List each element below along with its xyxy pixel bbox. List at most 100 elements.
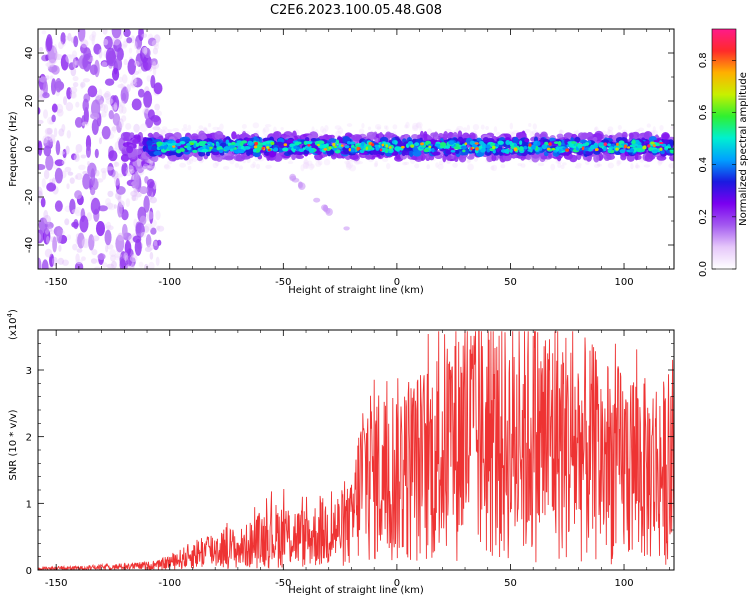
colorbar-frame bbox=[711, 28, 737, 270]
band-mid bbox=[146, 140, 153, 146]
noise-blob bbox=[61, 124, 66, 133]
faint-scatter bbox=[575, 162, 582, 167]
snr-x-ticks: -150 -100 -50 0 50 100 bbox=[45, 330, 670, 589]
faint-scatter bbox=[438, 160, 444, 166]
noise-blob bbox=[69, 198, 76, 215]
faint-scatter bbox=[161, 126, 168, 130]
snr-multiplier-close: ) bbox=[8, 309, 19, 313]
band-core bbox=[158, 145, 164, 150]
faint-scatter bbox=[217, 126, 221, 131]
noise-blob bbox=[90, 258, 98, 264]
noise-blob bbox=[65, 102, 74, 112]
faint-scatter bbox=[607, 128, 611, 135]
faint-scatter bbox=[144, 165, 152, 171]
band-base bbox=[122, 131, 131, 139]
faint-scatter bbox=[646, 123, 651, 128]
noise-blob bbox=[135, 222, 145, 238]
colorbar-tick-label: 0.6 bbox=[698, 105, 709, 121]
band-core bbox=[227, 142, 232, 146]
x-tick-label: 50 bbox=[504, 277, 517, 288]
faint-scatter bbox=[186, 159, 192, 166]
band-core bbox=[231, 141, 236, 146]
faint-scatter bbox=[638, 127, 645, 132]
noise-blob bbox=[116, 120, 122, 133]
noise-blob bbox=[151, 39, 159, 48]
band-core bbox=[539, 147, 543, 151]
noise-blob bbox=[60, 32, 66, 45]
band-base bbox=[491, 154, 497, 162]
band-peak bbox=[267, 148, 271, 152]
noise-blob bbox=[46, 182, 57, 192]
faint-scatter bbox=[500, 164, 506, 169]
faint-scatter bbox=[466, 124, 470, 131]
band-peak bbox=[616, 142, 619, 147]
noise-blob bbox=[98, 48, 103, 59]
band-core bbox=[603, 146, 607, 152]
band-base bbox=[133, 134, 141, 140]
faint-scatter bbox=[510, 132, 516, 137]
noise-blob bbox=[108, 150, 118, 162]
band-core bbox=[434, 143, 441, 147]
band-peak bbox=[332, 142, 336, 147]
band-core bbox=[308, 148, 315, 154]
noise-blob bbox=[134, 41, 138, 50]
streak-blob bbox=[323, 204, 329, 213]
noise-blob bbox=[121, 74, 128, 84]
band-core bbox=[450, 149, 456, 153]
faint-scatter bbox=[187, 165, 192, 171]
noise-blob bbox=[73, 35, 79, 48]
noise-blob bbox=[91, 31, 97, 38]
faint-scatter bbox=[466, 159, 471, 164]
band-mid bbox=[461, 148, 470, 156]
noise-blob bbox=[66, 234, 72, 240]
band-core bbox=[608, 147, 612, 151]
noise-blob bbox=[141, 46, 148, 54]
band-base bbox=[126, 145, 134, 154]
faint-scatter bbox=[181, 127, 189, 132]
band-mid bbox=[401, 150, 406, 156]
band-core bbox=[293, 145, 298, 149]
noise-blob bbox=[134, 60, 140, 67]
band-core bbox=[223, 146, 231, 151]
band-core bbox=[237, 145, 242, 150]
faint-scatter bbox=[302, 161, 310, 169]
noise-blob bbox=[101, 170, 107, 180]
band-mid bbox=[286, 139, 295, 144]
band-mid bbox=[304, 137, 310, 142]
band-mid bbox=[268, 150, 277, 158]
x-tick-label: -100 bbox=[158, 277, 181, 288]
noise-blob bbox=[72, 76, 79, 82]
faint-scatter bbox=[376, 126, 382, 130]
faint-scatter bbox=[324, 124, 329, 132]
band-core bbox=[201, 148, 209, 153]
band-peak bbox=[659, 141, 664, 145]
band-core bbox=[186, 146, 192, 151]
band-peak bbox=[328, 146, 332, 150]
faint-scatter bbox=[250, 163, 256, 169]
faint-scatter bbox=[151, 165, 157, 171]
noise-blob bbox=[41, 178, 46, 188]
faint-scatter bbox=[315, 161, 322, 167]
x-tick-label: 100 bbox=[614, 277, 633, 288]
noise-blob bbox=[71, 50, 78, 59]
noise-blob bbox=[145, 234, 152, 248]
noise-blob bbox=[130, 168, 135, 174]
band-base bbox=[272, 131, 280, 141]
band-core bbox=[175, 149, 182, 154]
noise-blob bbox=[63, 96, 68, 106]
noise-blob bbox=[105, 197, 111, 206]
x-tick-label: 50 bbox=[504, 578, 517, 589]
noise-blob bbox=[77, 232, 85, 249]
faint-scatter bbox=[367, 126, 372, 131]
noise-blob bbox=[118, 118, 124, 129]
band-core bbox=[530, 145, 536, 150]
band-peak bbox=[475, 147, 479, 151]
band-mid bbox=[512, 136, 519, 144]
noise-blob bbox=[55, 140, 61, 156]
noise-blob bbox=[121, 106, 127, 114]
noise-blob bbox=[117, 83, 126, 89]
noise-blob bbox=[104, 229, 112, 246]
band-core bbox=[618, 145, 623, 148]
noise-blob bbox=[106, 50, 117, 67]
noise-blob bbox=[80, 81, 86, 88]
